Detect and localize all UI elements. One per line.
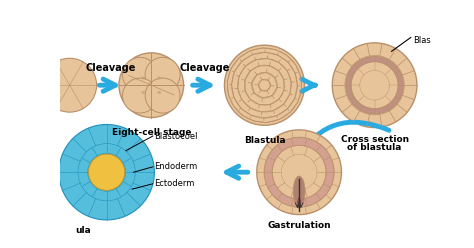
Ellipse shape [141,91,146,94]
Text: ula: ula [76,226,91,235]
Text: Blastocoel: Blastocoel [155,131,198,141]
Text: Ectoderm: Ectoderm [155,179,195,188]
Text: Cleavage: Cleavage [85,63,136,73]
Circle shape [119,53,183,118]
Ellipse shape [141,76,146,79]
Circle shape [225,45,304,125]
Text: Blastula: Blastula [244,136,285,145]
Text: Gastrulation: Gastrulation [267,221,331,230]
Circle shape [273,146,326,199]
Circle shape [257,130,341,215]
Ellipse shape [293,176,305,207]
Circle shape [43,58,97,112]
Circle shape [145,57,180,92]
Ellipse shape [297,197,301,209]
Circle shape [122,78,157,113]
Circle shape [332,43,417,127]
Text: Cleavage: Cleavage [179,63,229,73]
Circle shape [351,62,398,108]
Circle shape [89,154,125,190]
Text: Blas: Blas [413,36,431,45]
Circle shape [346,56,403,114]
Text: of blastula: of blastula [347,143,402,152]
Text: Eight-cell stage: Eight-cell stage [111,128,191,137]
Ellipse shape [157,76,161,79]
Circle shape [264,137,334,207]
Circle shape [145,78,180,113]
Text: Cross section: Cross section [340,135,409,144]
Circle shape [122,57,157,92]
Circle shape [59,124,155,220]
Text: Endoderm: Endoderm [155,162,198,171]
Ellipse shape [157,91,161,94]
